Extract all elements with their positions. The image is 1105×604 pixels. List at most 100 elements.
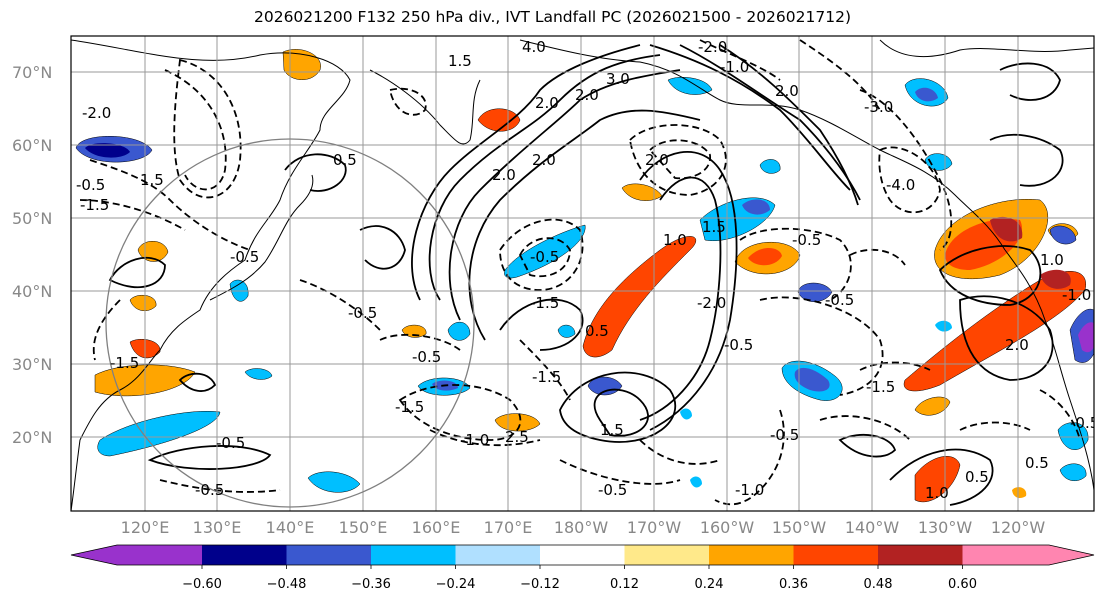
lon-label: 120°W [991, 518, 1046, 537]
solid-contour [428, 54, 661, 301]
contour-label: -0.5 [724, 336, 753, 354]
contour-label: -1.5 [532, 368, 561, 386]
solid-contour [889, 448, 994, 506]
dashed-contour [398, 384, 522, 441]
region-circle [105, 138, 475, 508]
contour-label: -1.0 [1062, 286, 1091, 304]
coastline-kamchatka [369, 69, 481, 145]
positive-div-patch [129, 294, 157, 312]
negative-div-patch [759, 159, 781, 174]
colorbar-segment [286, 545, 371, 565]
solid-contour [178, 372, 217, 392]
latitude-labels: 70°N 60°N 50°N 40°N 30°N 20°N [12, 63, 52, 447]
solid-contour [468, 109, 701, 341]
coastline-north-america [1004, 249, 1094, 491]
dashed-contour [959, 421, 1031, 431]
lat-label: 20°N [12, 428, 52, 447]
solid-contour [593, 388, 649, 437]
colorbar-tick-label: 0.24 [695, 577, 724, 592]
solid-contour [959, 295, 1054, 381]
colorbar-ticks [201, 565, 963, 569]
solid-contour [999, 62, 1061, 101]
contour-label: -0.5 [412, 348, 441, 366]
contour-label: -1.5 [530, 294, 559, 312]
contour-label: -1.5 [80, 196, 109, 214]
positive-div-patch [582, 236, 696, 358]
positive-div-patch [903, 271, 1087, 392]
colorbar: −0.60 −0.48 −0.36 −0.24 −0.12 0.12 0.24 … [70, 544, 1095, 592]
figure-title: 2026021200 F132 250 hPa div., IVT Landfa… [253, 8, 851, 26]
negative-div-patch [1057, 422, 1089, 450]
contour-label: -2.0 [698, 38, 727, 56]
lat-label: 50°N [12, 209, 52, 228]
lat-label: 40°N [12, 282, 52, 301]
colorbar-tick-label: −0.60 [182, 577, 222, 592]
contour-label: 2.0 [532, 151, 556, 169]
contour-label: -0.5 [76, 176, 105, 194]
contour-label: 0.5 [1025, 454, 1049, 472]
dashed-contour [559, 459, 681, 485]
solid-contour [559, 371, 677, 443]
colorbar-tick-label: −0.12 [520, 577, 560, 592]
contour-label: -0.5 [530, 248, 559, 266]
contour-label: 2.0 [1005, 336, 1029, 354]
colorbar-segment [202, 545, 287, 565]
contour-label: 2.0 [492, 166, 516, 184]
contour-label: 1.0 [925, 484, 949, 502]
contour-label-group: 4.0 1.5 3.0 2.0 2.0 -2.0 -1.0 -2.0 -3.0 … [76, 38, 1094, 502]
negative-div-patch [557, 324, 576, 338]
colorbar-tick-label: −0.48 [267, 577, 307, 592]
dashed-contour [89, 159, 251, 251]
contour-label: -0.5 [230, 248, 259, 266]
contour-label: 2.5 [505, 428, 529, 446]
negative-div-patch [97, 411, 221, 457]
negative-div-patch [680, 408, 692, 420]
dashed-contour [299, 279, 381, 331]
colorbar-tick-label: 0.12 [610, 577, 639, 592]
contour-label: -1.5 [866, 378, 895, 396]
solid-contour [649, 44, 851, 191]
colorbar-segment [455, 545, 540, 565]
graticule [71, 36, 1094, 511]
contour-label: -0.5 [770, 426, 799, 444]
coastline-asia [71, 39, 351, 511]
contour-label: 1.5 [448, 52, 472, 70]
dashed-contour [629, 124, 727, 196]
dashed-contour [388, 87, 427, 116]
solid-contour [639, 151, 738, 431]
contour-label: 2.0 [775, 82, 799, 100]
contour-label: -1.0 [735, 481, 764, 499]
negative-div-patch [794, 367, 830, 392]
contour-label: -0.5 [792, 231, 821, 249]
dashed-contour [92, 299, 121, 361]
dashed-contour [648, 139, 711, 180]
contour-label: -3.0 [864, 98, 893, 116]
solid-contour [411, 44, 641, 301]
solid-contour [639, 176, 722, 421]
negative-div-patch [742, 199, 770, 215]
colorbar-tick-label: −0.36 [351, 577, 391, 592]
contour-label: 1.5 [140, 171, 164, 189]
contour-label: 1.0 [1040, 251, 1064, 269]
contour-label: -2.0 [82, 104, 111, 122]
dashed-contour [859, 361, 931, 371]
dashed-contour [519, 339, 571, 401]
negative-div-patch [1078, 322, 1094, 353]
negative-div-patch [85, 143, 130, 158]
positive-div-patch [914, 456, 961, 502]
map-frame [70, 35, 1095, 512]
dashed-contour [164, 69, 227, 191]
dashed-contour [173, 58, 242, 199]
negative-div-patch [1059, 463, 1087, 482]
dashed-contour [429, 429, 541, 447]
contour-label: 1.5 [702, 218, 726, 236]
solid-contour [284, 153, 347, 192]
lat-label: 30°N [12, 355, 52, 374]
solid-contour [108, 256, 166, 289]
negative-div-patch [1049, 225, 1077, 245]
contour-label: 0.5 [965, 468, 989, 486]
lat-label: 60°N [12, 136, 52, 155]
solid-contour [147, 445, 272, 470]
colorbar-segment [117, 545, 202, 565]
contour-label: -1.5 [395, 398, 424, 416]
